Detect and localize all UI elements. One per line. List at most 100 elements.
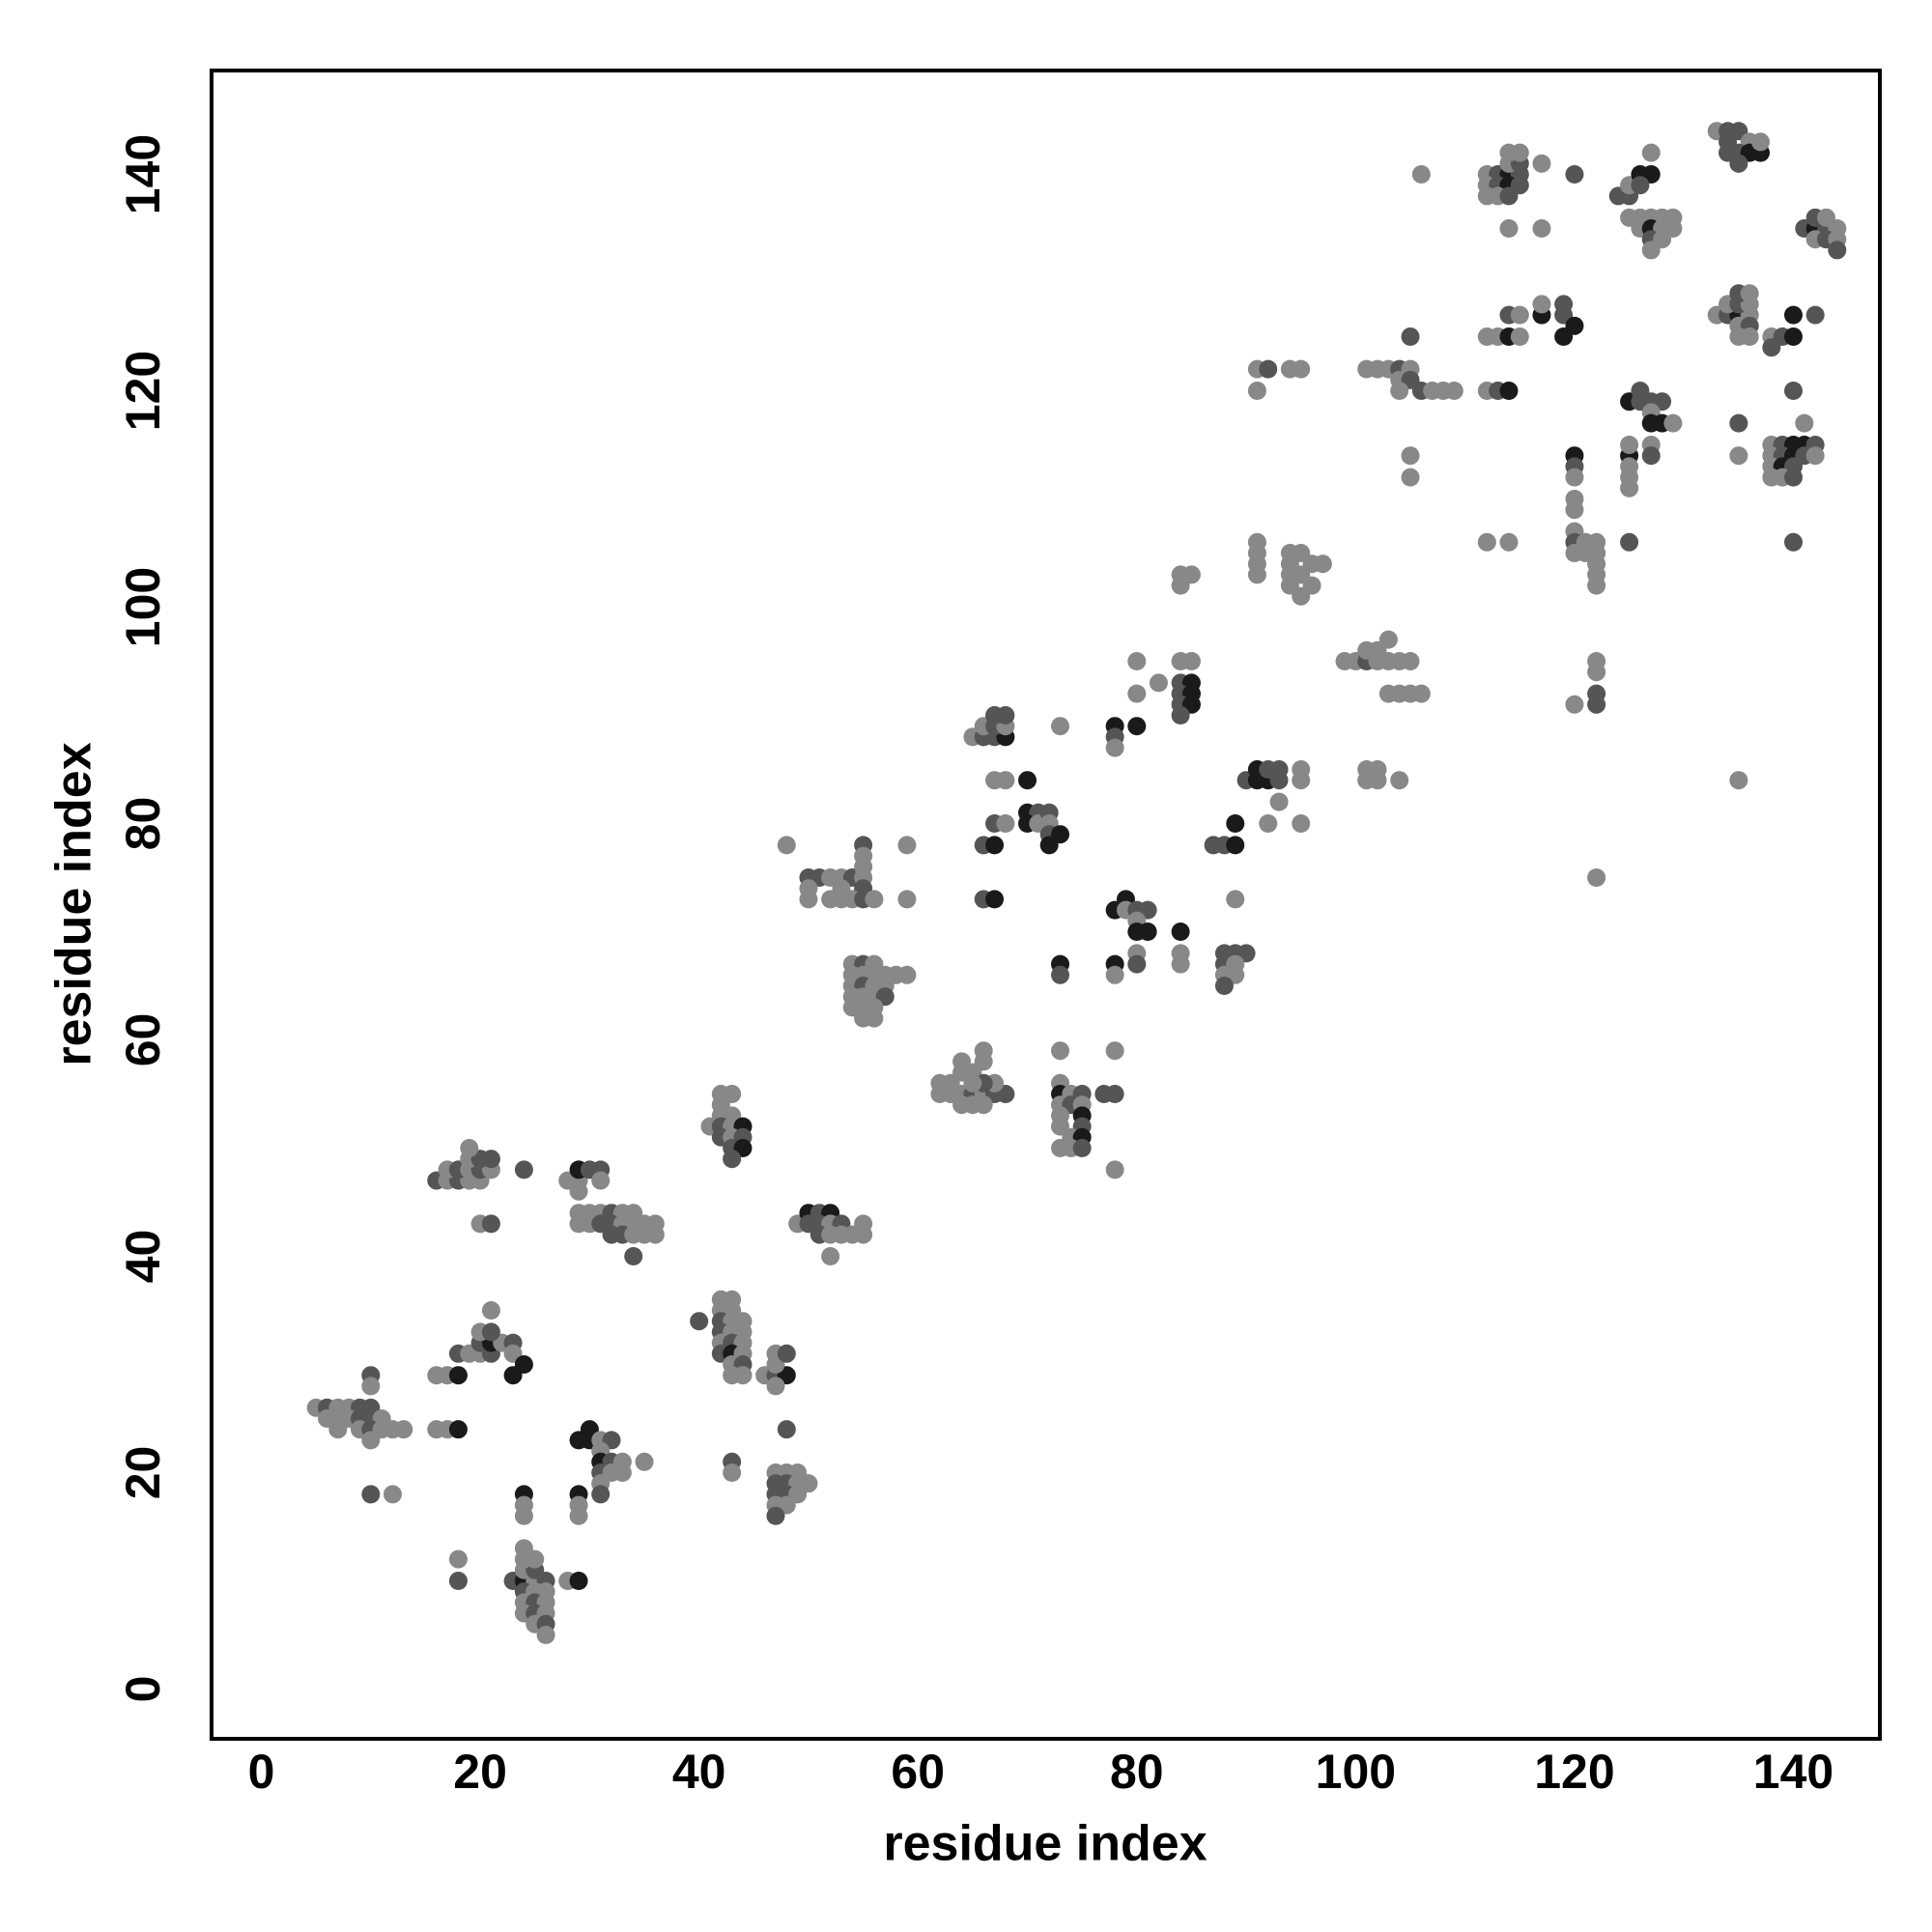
- point: [1565, 695, 1584, 714]
- point: [1247, 565, 1266, 584]
- point: [1247, 382, 1266, 401]
- point: [974, 1052, 993, 1071]
- point: [1051, 717, 1070, 736]
- point: [1620, 532, 1639, 552]
- point: [733, 1366, 753, 1385]
- y-tick-label: 80: [116, 797, 170, 851]
- point: [996, 706, 1015, 725]
- point: [777, 1420, 796, 1439]
- point: [1565, 468, 1584, 487]
- point: [1444, 382, 1463, 401]
- point: [1138, 922, 1157, 941]
- point: [1751, 132, 1771, 152]
- point: [624, 1246, 643, 1265]
- point: [690, 1312, 709, 1331]
- point: [1663, 413, 1683, 433]
- point: [1105, 1084, 1124, 1103]
- point: [996, 771, 1015, 790]
- y-tick-label: 120: [116, 351, 170, 431]
- point: [1127, 954, 1147, 974]
- point: [1510, 305, 1529, 325]
- point: [1740, 284, 1759, 303]
- point: [1401, 468, 1420, 487]
- point: [1051, 1041, 1070, 1061]
- x-tick-label: 60: [891, 1745, 945, 1799]
- point: [481, 1150, 500, 1169]
- point: [1641, 241, 1661, 260]
- point: [645, 1225, 665, 1244]
- point: [1620, 478, 1639, 497]
- point: [448, 1420, 468, 1439]
- point: [448, 1366, 468, 1385]
- point: [1719, 143, 1738, 162]
- x-tick-label: 80: [1110, 1745, 1164, 1799]
- point: [1411, 684, 1431, 703]
- point: [612, 1463, 632, 1482]
- point: [1171, 706, 1190, 725]
- point: [1762, 338, 1781, 357]
- point: [1641, 143, 1661, 162]
- point: [591, 1485, 611, 1504]
- point: [1510, 327, 1529, 347]
- x-tick-label: 120: [1534, 1745, 1614, 1799]
- point: [481, 1214, 500, 1234]
- point: [383, 1485, 402, 1504]
- point: [1784, 468, 1804, 487]
- point: [361, 1431, 381, 1450]
- point: [569, 1181, 588, 1201]
- point: [777, 836, 796, 855]
- point: [1269, 760, 1289, 780]
- point: [481, 1322, 500, 1342]
- point: [1171, 954, 1190, 974]
- point: [481, 1300, 500, 1320]
- point: [974, 1095, 993, 1115]
- y-tick-label: 40: [116, 1230, 170, 1284]
- point: [766, 1506, 785, 1525]
- point: [766, 1377, 785, 1396]
- point: [328, 1420, 348, 1439]
- point: [1292, 814, 1311, 834]
- point: [1729, 446, 1748, 466]
- point: [897, 890, 917, 909]
- point: [1784, 382, 1804, 401]
- point: [1576, 544, 1595, 563]
- y-tick-label: 100: [116, 567, 170, 647]
- point: [1729, 413, 1748, 433]
- point: [1292, 359, 1311, 379]
- point: [1816, 208, 1835, 227]
- x-tick-label: 100: [1316, 1745, 1396, 1799]
- point: [1127, 717, 1147, 736]
- point: [723, 1150, 742, 1169]
- point: [1269, 792, 1289, 811]
- point: [1805, 305, 1825, 325]
- point: [1401, 652, 1420, 671]
- y-tick-label: 20: [116, 1446, 170, 1500]
- point: [514, 1160, 533, 1179]
- point: [1018, 771, 1037, 790]
- point: [1390, 771, 1409, 790]
- point: [1532, 219, 1551, 239]
- point: [1226, 836, 1245, 855]
- point: [1039, 836, 1059, 855]
- point: [1499, 219, 1519, 239]
- point: [1499, 382, 1519, 401]
- y-tick-label: 140: [116, 134, 170, 214]
- point: [1729, 771, 1748, 790]
- point: [591, 1171, 611, 1190]
- point: [1171, 922, 1190, 941]
- point: [985, 890, 1005, 909]
- point: [1072, 1138, 1092, 1157]
- point: [1259, 359, 1278, 379]
- point: [1105, 965, 1124, 984]
- x-tick-label: 20: [453, 1745, 507, 1799]
- x-tick-label: 0: [248, 1745, 275, 1799]
- point: [1401, 327, 1420, 347]
- plot-frame: [210, 69, 1882, 1741]
- point: [1740, 327, 1759, 347]
- point: [1828, 241, 1847, 260]
- point: [1411, 165, 1431, 185]
- point: [460, 1138, 479, 1157]
- point: [1784, 327, 1804, 347]
- y-axis-title: residue index: [46, 742, 102, 1065]
